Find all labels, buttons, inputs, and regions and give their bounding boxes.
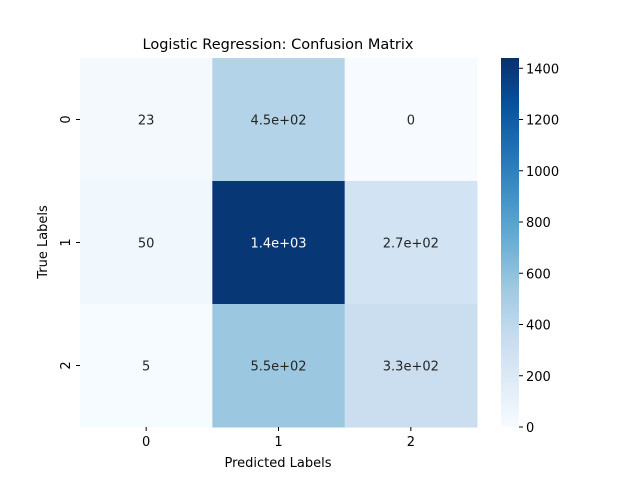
cell-annotation: 1.4e+03: [250, 237, 306, 252]
chart-title: Logistic Regression: Confusion Matrix: [143, 37, 414, 53]
heatmap-cell: [212, 304, 346, 428]
y-tick-label: 1: [59, 238, 74, 246]
heatmap-cell: [212, 58, 346, 182]
cell-annotation: 2.7e+02: [383, 237, 439, 252]
colorbar-tick-label: 400: [526, 319, 551, 334]
cell-annotation: 50: [138, 237, 155, 252]
cell-annotation: 4.5e+02: [250, 114, 306, 129]
colorbar-tick-label: 1000: [526, 165, 559, 180]
cell-annotation: 23: [138, 114, 155, 129]
cell-annotation: 5: [142, 360, 150, 375]
cell-annotation: 5.5e+02: [250, 360, 306, 375]
heatmap-cell: [80, 181, 213, 305]
colorbar-tick-label: 200: [526, 370, 551, 385]
heatmap-cell: [344, 58, 478, 182]
x-tick-label: 0: [142, 435, 150, 450]
colorbar-tick-label: 800: [526, 216, 551, 231]
heatmap-cell: [344, 181, 478, 305]
x-axis-label: Predicted Labels: [224, 456, 331, 471]
heatmap-cells: [80, 58, 478, 428]
heatmap-cell: [80, 58, 213, 182]
x-tick-label: 1: [274, 435, 282, 450]
colorbar-tick-label: 1400: [526, 62, 559, 77]
x-tick-label: 2: [407, 435, 415, 450]
x-axis: 0 1 2: [142, 427, 415, 450]
heatmap-cell: [212, 181, 346, 305]
cell-annotation: 3.3e+02: [383, 360, 439, 375]
y-axis-label: True Labels: [36, 205, 51, 280]
colorbar-ticks: 0 200 400 600 800 1000 1200 1400: [519, 62, 559, 436]
heatmap-cell: [344, 304, 478, 428]
colorbar-tick-label: 1200: [526, 114, 559, 129]
colorbar-tick-label: 0: [526, 421, 534, 436]
colorbar: [501, 58, 519, 427]
cell-annotation: 0: [407, 114, 415, 129]
heatmap-cell: [80, 304, 213, 428]
y-tick-label: 0: [59, 115, 74, 123]
colorbar-tick-label: 600: [526, 267, 551, 282]
heatmap-annotations: 23 4.5e+02 0 50 1.4e+03 2.7e+02 5 5.5e+02 3.3e+0…: [138, 114, 439, 375]
y-axis: 0 1 2: [59, 115, 80, 370]
y-tick-label: 2: [59, 361, 74, 369]
